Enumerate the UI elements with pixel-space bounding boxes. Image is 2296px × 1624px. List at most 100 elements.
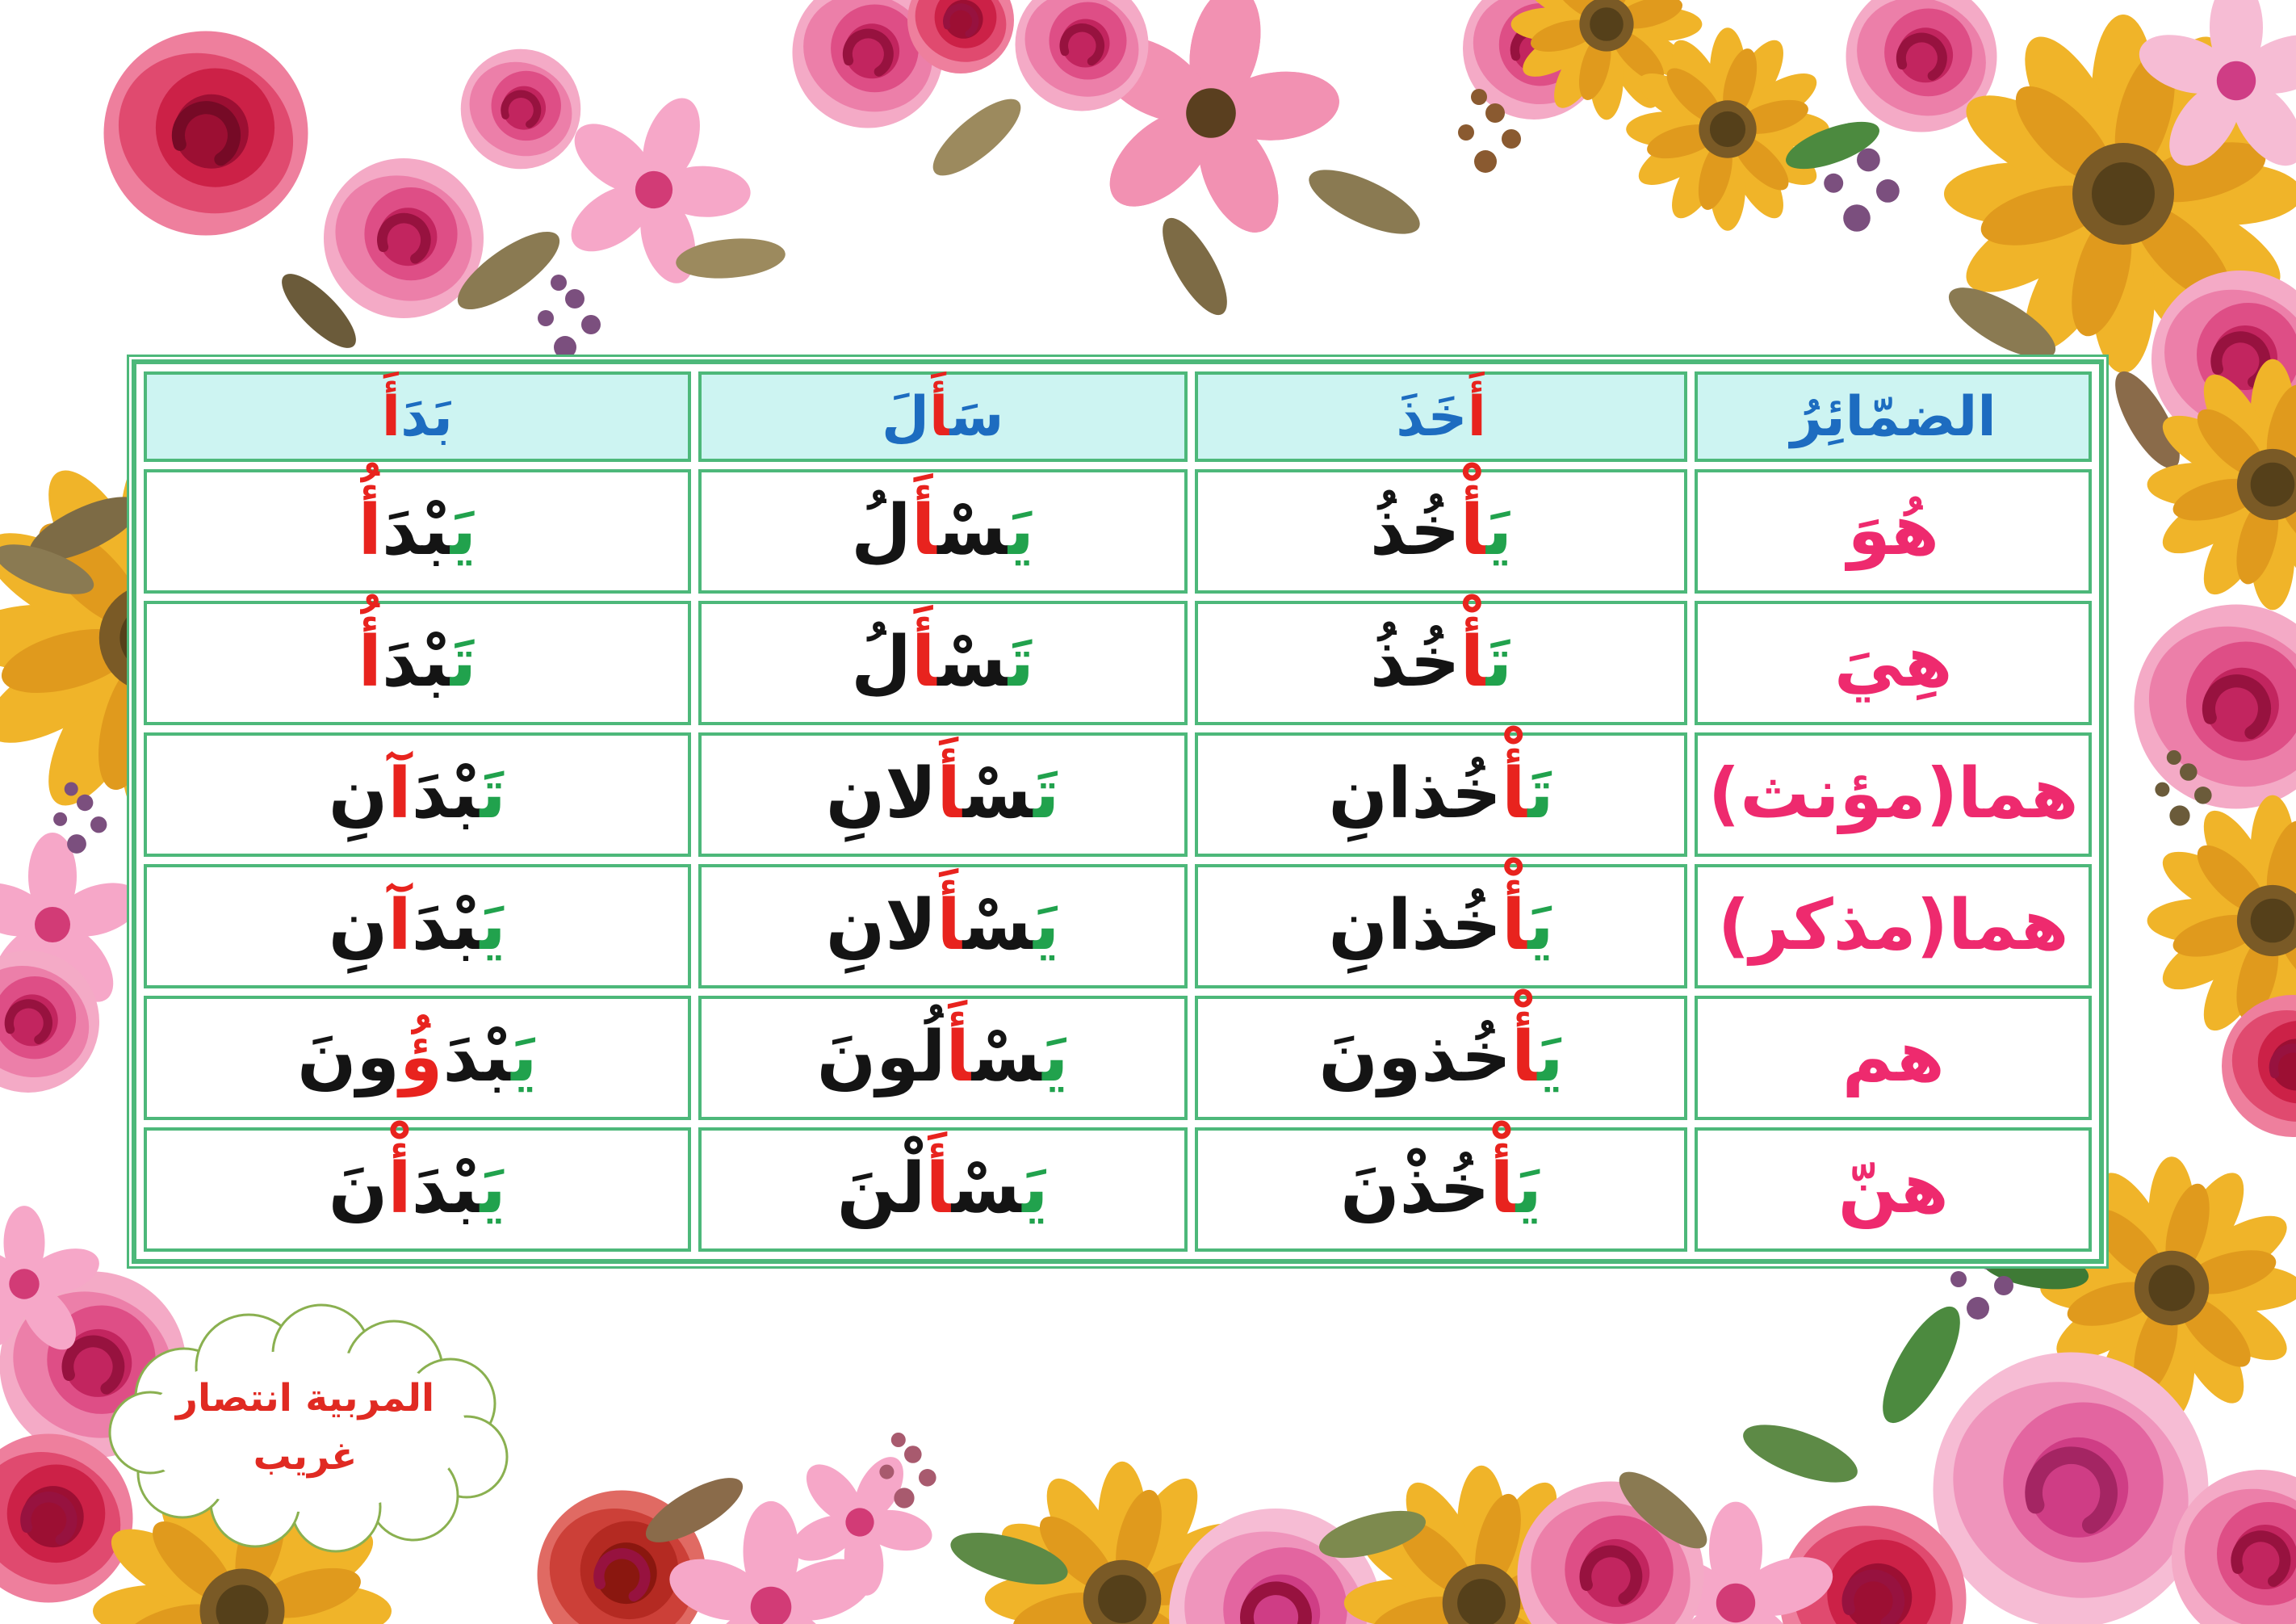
cloud-shape [108, 1303, 509, 1553]
table-row: هما(مؤنث) تَ‍‍أْخُذانِ تَ‍‍سْ‍‍أَلانِ تَ‍‍ب… [144, 732, 2092, 857]
text-segment: هما(مؤنث) [1707, 753, 2079, 835]
text-segment: ‍سْ‍ [951, 1148, 1023, 1230]
text-segment: أَ [381, 384, 401, 449]
text-segment: ‍أَ [928, 384, 950, 449]
text-segment: يَ‍ [1515, 1148, 1542, 1230]
text-segment: ‍أَ [945, 1017, 972, 1098]
verb-cell: تَ‍‍سْ‍‍أَلُ [698, 601, 1188, 725]
teacher-credit-cloud: المربية انتصار غريب [94, 1299, 517, 1557]
text-segment: ونَ [297, 1017, 400, 1098]
text-segment: يَ‍ [1527, 885, 1554, 967]
text-segment: ‍أْ [1502, 753, 1528, 835]
text-segment: لُ [851, 490, 911, 572]
text-segment: الضمّائِرُ [1790, 384, 1996, 449]
text-segment: ‍سْ‍ [937, 490, 1008, 572]
verb-cell: يَ‍‍سْ‍‍أَلْنَ [698, 1127, 1188, 1252]
text-segment: تَ‍ [450, 622, 477, 703]
text-segment: ‍بْدَ [442, 1017, 512, 1098]
text-segment: لانِ [825, 885, 937, 967]
text-segment: ‍بْدَ [411, 1148, 480, 1230]
pronoun-cell: هما(مذكر) [1695, 864, 2092, 988]
table-body: هُوَ يَ‍‍أْخُذُ يَ‍‍سْ‍‍أَلُ يَ‍‍بْدَأُ هِيَ… [144, 469, 2092, 1252]
rose-icon [454, 45, 587, 173]
verb-cell: تَ‍‍أْخُذانِ [1194, 732, 1688, 857]
text-segment: يَ‍ [511, 1017, 538, 1098]
text-segment: يَ‍ [450, 490, 477, 572]
text-segment: خُذْنَ [1340, 1148, 1490, 1230]
text-segment: تَ‍ [1033, 753, 1060, 835]
leaf-icon [1301, 157, 1428, 247]
verb-cell: يَ‍‍سْ‍‍أَلانِ [698, 864, 1188, 988]
rose-icon [92, 25, 320, 241]
table-row: هنّ يَ‍‍أْخُذْنَ يَ‍‍سْ‍‍أَلْنَ يَ‍‍بْدَأْن… [144, 1127, 2092, 1252]
text-segment: خُذونَ [1318, 1017, 1512, 1098]
column-header-badaa: بَدَأَ [144, 371, 691, 462]
leaf-icon [1736, 1412, 1865, 1495]
text-segment: ‍بْدَ [411, 753, 480, 835]
text-segment: أْ [388, 1148, 412, 1230]
text-segment: ؤُ [399, 1017, 443, 1098]
berries-icon [538, 275, 601, 359]
text-segment: تَ‍ [1527, 753, 1554, 835]
pronoun-cell: هما(مؤنث) [1695, 732, 2092, 857]
text-segment: لَ [881, 384, 929, 449]
verb-cell: يَ‍‍بْدَؤُونَ [144, 996, 691, 1120]
pronoun-cell: هُوَ [1695, 469, 2092, 594]
text-segment: يَ‍ [1033, 885, 1060, 967]
text-segment: هما(مذكر) [1717, 885, 2069, 967]
text-segment: يَ‍ [1537, 1017, 1564, 1098]
verb-cell: يَ‍‍سْ‍‍أَلُ [698, 469, 1188, 594]
text-segment: ‍أَ [925, 1148, 952, 1230]
text-segment: هنّ [1837, 1148, 1949, 1230]
leaf-icon [922, 86, 1032, 188]
table-row: هما(مذكر) يَ‍‍أْخُذانِ يَ‍‍سْ‍‍أَلانِ يَ‍‍ب… [144, 864, 2092, 988]
text-segment: نِ [328, 885, 388, 967]
rose-icon [2122, 598, 2296, 815]
text-segment: ‍سْ‍ [962, 753, 1034, 835]
text-segment: ‍سْ‍ [962, 885, 1034, 967]
verb-cell: تَ‍‍بْدَأُ [144, 601, 691, 725]
text-segment: ‍بْدَ [382, 622, 450, 703]
verb-cell: يَ‍‍سْ‍‍أَلُونَ [698, 996, 1188, 1120]
text-segment: سَ‍ [949, 384, 1004, 449]
verb-cell: تَ‍‍بْدَآنِ [144, 732, 691, 857]
table-row: هِيَ تَ‍‍أْخُذُ تَ‍‍سْ‍‍أَلُ تَ‍‍بْدَأُ [144, 601, 2092, 725]
text-segment: ‍أَ [936, 885, 963, 967]
text-segment: يَ‍ [1022, 1148, 1049, 1230]
verb-cell: يَ‍‍بْدَأْنَ [144, 1127, 691, 1252]
top-center-cluster [922, 0, 1702, 324]
text-segment: آ [388, 753, 412, 835]
text-segment: لْنَ [836, 1148, 926, 1230]
text-segment: ‍أْ [1489, 1148, 1516, 1230]
verb-cell: يَ‍‍أْخُذانِ [1194, 864, 1688, 988]
text-segment: يَ‍ [1485, 490, 1513, 572]
verb-cell: يَ‍‍أْخُذُ [1194, 469, 1688, 594]
text-segment: ‍أْ [1460, 622, 1486, 703]
text-segment: تَ‍ [1008, 622, 1035, 703]
text-segment: تَ‍ [480, 753, 506, 835]
table-row: هم يَ‍‍أْخُذونَ يَ‍‍سْ‍‍أَلُونَ يَ‍‍بْدَؤُو… [144, 996, 2092, 1120]
text-segment: لُ [851, 622, 911, 703]
text-segment: بَدَ [400, 384, 453, 449]
conjugation-table: الضمّائِرُ أَخَذَ سَ‍‍أَلَ بَدَأَ هُوَ يَ‍‍أ… [136, 364, 2099, 1259]
verb-cell: تَ‍‍سْ‍‍أَلانِ [698, 732, 1188, 857]
text-segment: ‍أْ [1460, 490, 1486, 572]
text-segment: هُوَ [1847, 490, 1940, 572]
text-segment: خُذانِ [1328, 753, 1502, 835]
text-segment: أُ [358, 622, 383, 703]
text-segment: خُذُ [1369, 490, 1460, 572]
text-segment: هِيَ [1833, 622, 1953, 703]
verb-cell: تَ‍‍أْخُذُ [1194, 601, 1688, 725]
text-segment: نَ [328, 1148, 388, 1230]
text-segment: يَ‍ [480, 885, 506, 967]
teacher-credit-line1: المربية انتصار [175, 1375, 435, 1420]
text-segment: ‍أْ [1511, 1017, 1538, 1098]
text-segment: ‍أَ [936, 753, 963, 835]
pronoun-cell: هِيَ [1695, 601, 2092, 725]
column-header-pronouns: الضمّائِرُ [1695, 371, 2092, 462]
verb-cell: يَ‍‍أْخُذونَ [1194, 996, 1688, 1120]
text-segment: ‍أَ [911, 622, 938, 703]
text-segment: آ [388, 885, 412, 967]
text-segment: يَ‍ [480, 1148, 506, 1230]
